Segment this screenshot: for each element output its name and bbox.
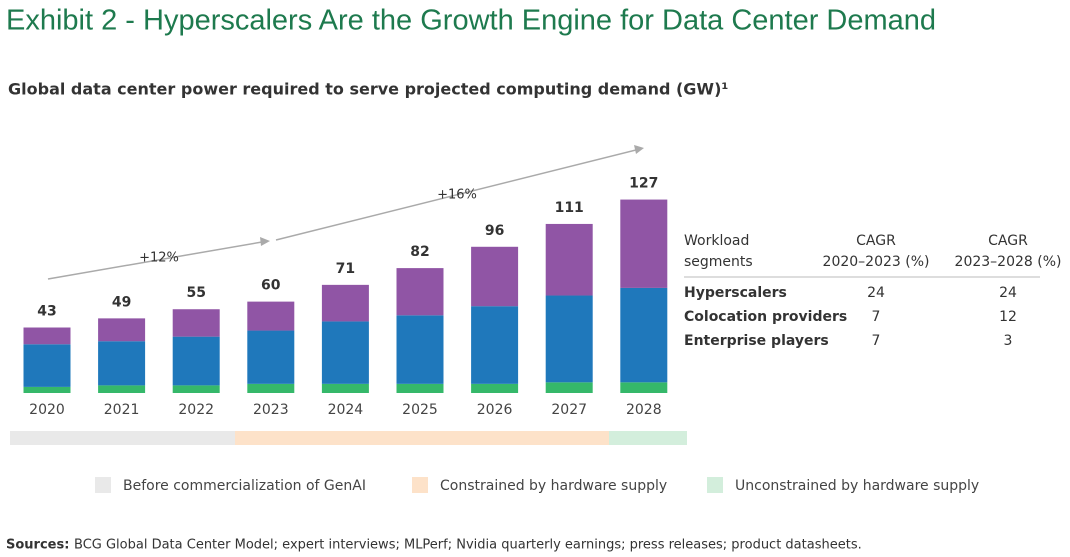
total-label: 49 bbox=[112, 294, 131, 310]
total-label: 55 bbox=[186, 285, 205, 301]
arrow-head bbox=[260, 237, 270, 246]
legend-swatch bbox=[412, 477, 428, 493]
bar-segment bbox=[396, 383, 444, 393]
total-label: 111 bbox=[555, 200, 584, 216]
bar-segment bbox=[396, 315, 444, 384]
x-tick-label: 2026 bbox=[477, 402, 513, 418]
x-tick-label: 2025 bbox=[402, 402, 438, 418]
legend-swatch bbox=[95, 477, 111, 493]
annotation: +16% bbox=[437, 188, 477, 203]
legend-label: Constrained by hardware supply bbox=[440, 478, 667, 494]
total-label: 82 bbox=[410, 244, 429, 260]
table-header: CAGR bbox=[988, 233, 1028, 249]
table-row-name: Colocation providers bbox=[684, 309, 847, 325]
bar-segment bbox=[23, 327, 71, 345]
bar-segment bbox=[471, 306, 519, 384]
total-label: 96 bbox=[485, 223, 504, 239]
chart-title: Exhibit 2 - Hyperscalers Are the Growth … bbox=[6, 5, 936, 37]
bar-segment bbox=[321, 321, 369, 384]
total-label: 43 bbox=[37, 304, 56, 320]
bar-segment bbox=[98, 385, 146, 393]
bar-segment bbox=[545, 382, 593, 393]
bar-segment bbox=[545, 223, 593, 296]
bar-segment bbox=[471, 246, 519, 307]
x-tick-label: 2024 bbox=[328, 402, 364, 418]
bar-segment bbox=[396, 268, 444, 316]
bar-segment bbox=[545, 295, 593, 383]
phase-band bbox=[609, 431, 687, 445]
bar-segment bbox=[98, 318, 146, 342]
bar-segment bbox=[620, 382, 668, 393]
bar-segment bbox=[620, 287, 668, 383]
bar-segment bbox=[620, 199, 668, 288]
bar-segment bbox=[247, 301, 295, 331]
bar-segment bbox=[172, 336, 220, 386]
trend-arrow bbox=[275, 149, 637, 241]
sources-text: BCG Global Data Center Model; expert int… bbox=[74, 538, 862, 553]
table-row-name: Hyperscalers bbox=[684, 285, 787, 301]
legend-label: Unconstrained by hardware supply bbox=[735, 478, 979, 494]
bar-segment bbox=[321, 383, 369, 393]
arrow-head bbox=[634, 145, 644, 154]
x-tick-label: 2027 bbox=[551, 402, 587, 418]
total-label: 127 bbox=[629, 176, 658, 192]
table-header: segments bbox=[684, 254, 753, 270]
table-row-name: Enterprise players bbox=[684, 333, 829, 349]
legend-label: Before commercialization of GenAI bbox=[123, 478, 366, 494]
phase-band bbox=[235, 431, 609, 445]
table-header: Workload bbox=[684, 233, 749, 249]
table-header: 2023–2028 (%) bbox=[955, 254, 1062, 270]
total-label: 60 bbox=[261, 278, 281, 294]
sources-label: Sources: bbox=[6, 538, 69, 553]
bar-segment bbox=[172, 385, 220, 393]
bar-segment bbox=[23, 386, 71, 393]
bar-segment bbox=[247, 383, 295, 393]
table-header: 2020–2023 (%) bbox=[823, 254, 930, 270]
bar-segment bbox=[321, 284, 369, 322]
phase-band bbox=[10, 431, 235, 445]
table-value: 3 bbox=[1004, 333, 1013, 349]
table-header: CAGR bbox=[856, 233, 896, 249]
total-label: 71 bbox=[336, 261, 355, 277]
x-tick-label: 2022 bbox=[178, 402, 214, 418]
table-value: 7 bbox=[872, 333, 881, 349]
annotation: +12% bbox=[139, 251, 179, 266]
trend-arrow bbox=[47, 241, 263, 280]
x-tick-label: 2021 bbox=[104, 402, 140, 418]
chart-subtitle: Global data center power required to ser… bbox=[8, 80, 728, 99]
x-tick-label: 2028 bbox=[626, 402, 662, 418]
bar-segment bbox=[98, 341, 146, 386]
table-value: 24 bbox=[867, 285, 885, 301]
bar-segment bbox=[471, 383, 519, 393]
table-value: 7 bbox=[872, 309, 881, 325]
x-tick-label: 2023 bbox=[253, 402, 289, 418]
table-value: 24 bbox=[999, 285, 1017, 301]
legend-swatch bbox=[707, 477, 723, 493]
x-tick-label: 2020 bbox=[29, 402, 65, 418]
bar-segment bbox=[172, 309, 220, 337]
table-value: 12 bbox=[999, 309, 1017, 325]
bar-segment bbox=[23, 344, 71, 387]
bar-segment bbox=[247, 330, 295, 384]
